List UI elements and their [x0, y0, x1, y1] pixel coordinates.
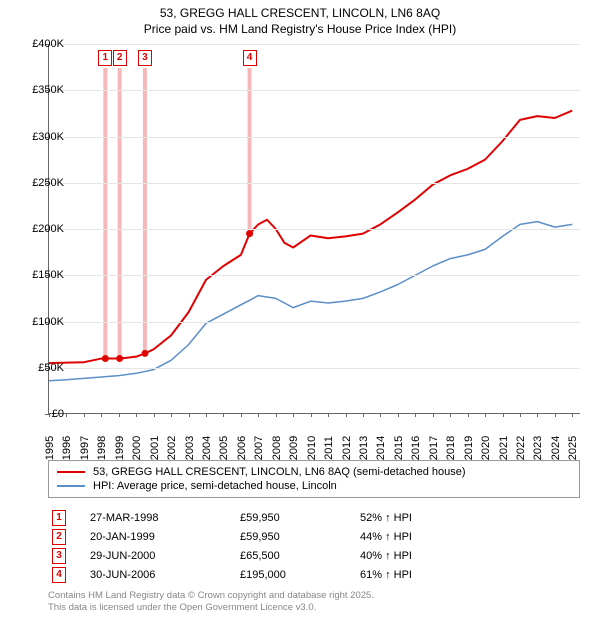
x-axis-label: 1998 — [96, 436, 108, 460]
chart-plot-area: 123 4 — [48, 44, 580, 414]
x-axis-label: 1997 — [79, 436, 91, 460]
sales-table-row: 127-MAR-1998£59,95052% ↑ HPI — [52, 508, 412, 527]
y-axis-label: £150K — [20, 269, 64, 281]
x-axis-label: 2016 — [410, 436, 422, 460]
x-axis-label: 2015 — [393, 436, 405, 460]
x-axis-label: 2009 — [288, 436, 300, 460]
x-axis-label: 2020 — [480, 436, 492, 460]
chart-footer: Contains HM Land Registry data © Crown c… — [48, 590, 374, 614]
x-axis-label: 2024 — [550, 436, 562, 460]
x-axis-label: 1996 — [61, 436, 73, 460]
footer-line2: This data is licensed under the Open Gov… — [48, 602, 374, 614]
x-axis-label: 2022 — [515, 436, 527, 460]
x-axis-label: 2018 — [445, 436, 457, 460]
x-axis-label: 2021 — [498, 436, 510, 460]
x-axis-label: 2000 — [131, 436, 143, 460]
x-axis-label: 2012 — [341, 436, 353, 460]
sale-marker: 4 — [243, 50, 257, 66]
x-axis-label: 2004 — [201, 436, 213, 460]
sales-table-row: 329-JUN-2000£65,50040% ↑ HPI — [52, 546, 412, 565]
sale-marker: 3 — [138, 50, 152, 66]
x-axis-label: 2007 — [253, 436, 265, 460]
x-axis-label: 2010 — [306, 436, 318, 460]
chart-title: 53, GREGG HALL CRESCENT, LINCOLN, LN6 8A… — [0, 0, 600, 37]
sales-table: 127-MAR-1998£59,95052% ↑ HPI220-JAN-1999… — [52, 508, 412, 584]
sales-table-row: 430-JUN-2006£195,00061% ↑ HPI — [52, 565, 412, 584]
sales-table-row: 220-JAN-1999£59,95044% ↑ HPI — [52, 527, 412, 546]
sale-marker: 2 — [113, 50, 127, 66]
x-axis-label: 1995 — [44, 436, 56, 460]
x-axis-label: 2017 — [428, 436, 440, 460]
y-axis-label: £300K — [20, 131, 64, 143]
x-axis-label: 1999 — [114, 436, 126, 460]
x-axis-label: 2014 — [375, 436, 387, 460]
y-axis-label: £50K — [20, 362, 64, 374]
x-axis-label: 2003 — [184, 436, 196, 460]
x-axis-label: 2008 — [271, 436, 283, 460]
x-axis-label: 2002 — [166, 436, 178, 460]
x-axis-label: 2011 — [323, 436, 335, 460]
y-axis-label: £400K — [20, 38, 64, 50]
y-axis-label: £0 — [20, 408, 64, 420]
y-axis-label: £200K — [20, 223, 64, 235]
x-axis-label: 2019 — [463, 436, 475, 460]
footer-line1: Contains HM Land Registry data © Crown c… — [48, 590, 374, 602]
x-axis-label: 2005 — [218, 436, 230, 460]
y-axis-label: £350K — [20, 84, 64, 96]
x-axis-label: 2023 — [532, 436, 544, 460]
x-axis-label: 2006 — [236, 436, 248, 460]
x-axis-label: 2025 — [567, 436, 579, 460]
x-axis-label: 2001 — [149, 436, 161, 460]
y-axis-label: £250K — [20, 177, 64, 189]
legend-item: 53, GREGG HALL CRESCENT, LINCOLN, LN6 8A… — [57, 465, 571, 479]
y-axis-label: £100K — [20, 316, 64, 328]
legend-item: HPI: Average price, semi-detached house,… — [57, 479, 571, 493]
title-line1: 53, GREGG HALL CRESCENT, LINCOLN, LN6 8A… — [0, 6, 600, 22]
sale-marker: 1 — [98, 50, 112, 66]
title-line2: Price paid vs. HM Land Registry's House … — [0, 22, 600, 38]
chart-legend: 53, GREGG HALL CRESCENT, LINCOLN, LN6 8A… — [48, 460, 580, 498]
x-axis-label: 2013 — [358, 436, 370, 460]
